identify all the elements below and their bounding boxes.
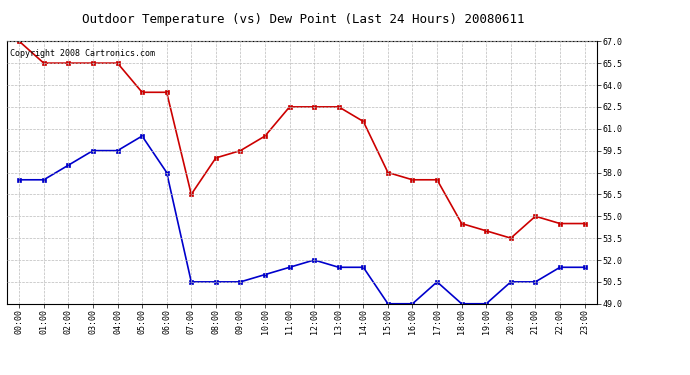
Text: Outdoor Temperature (vs) Dew Point (Last 24 Hours) 20080611: Outdoor Temperature (vs) Dew Point (Last… bbox=[82, 13, 525, 26]
Text: Copyright 2008 Cartronics.com: Copyright 2008 Cartronics.com bbox=[10, 49, 155, 58]
